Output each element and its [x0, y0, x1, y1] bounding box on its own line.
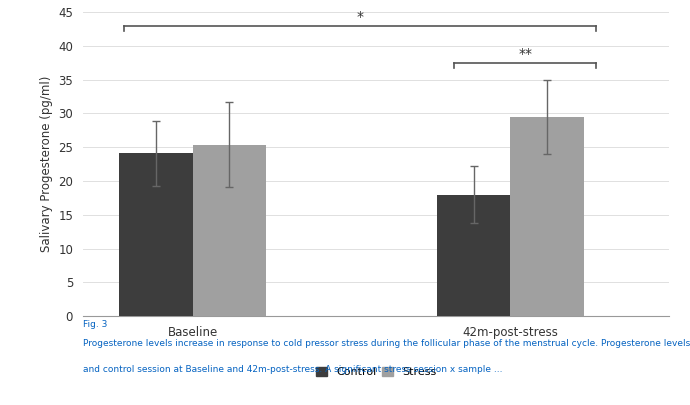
Bar	[437, 194, 511, 316]
Bar	[119, 153, 193, 316]
Text: Fig. 3: Fig. 3	[83, 320, 107, 329]
Text: Progesterone levels increase in response to cold pressor stress during the folli: Progesterone levels increase in response…	[83, 339, 690, 348]
Text: **: **	[518, 47, 532, 61]
Bar	[193, 145, 266, 316]
Y-axis label: Salivary Progesterone (pg/ml): Salivary Progesterone (pg/ml)	[39, 76, 52, 252]
Legend: Control, Stress: Control, Stress	[316, 367, 436, 377]
Text: *: *	[357, 10, 364, 23]
Bar	[511, 117, 584, 316]
Text: and control session at Baseline and 42m-post-stress. A significant stress sessio: and control session at Baseline and 42m-…	[83, 364, 502, 373]
